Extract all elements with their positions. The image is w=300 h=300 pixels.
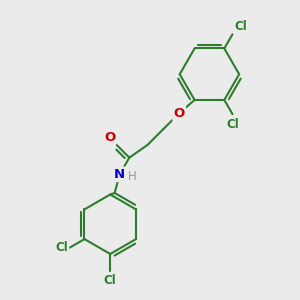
Text: Cl: Cl — [226, 118, 239, 131]
Text: O: O — [104, 130, 115, 143]
Text: Cl: Cl — [104, 274, 117, 287]
Text: Cl: Cl — [55, 241, 68, 254]
Text: N: N — [114, 168, 125, 181]
Text: Cl: Cl — [234, 20, 247, 33]
Text: O: O — [173, 107, 185, 120]
Text: H: H — [128, 170, 137, 183]
